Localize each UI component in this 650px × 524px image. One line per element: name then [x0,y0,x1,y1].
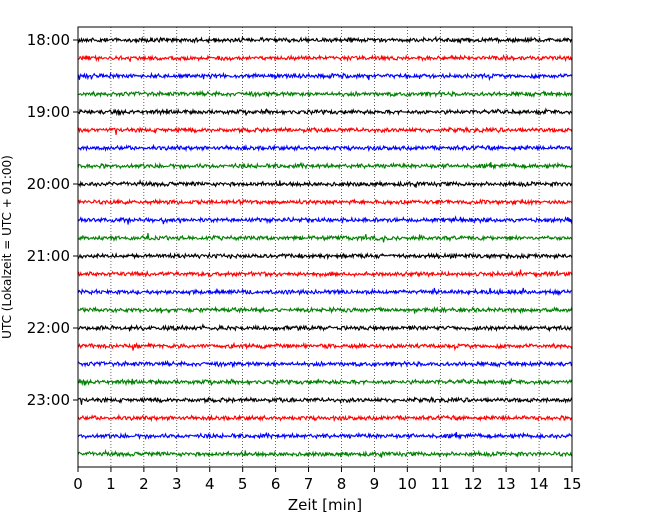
x-tick-label-0: 0 [73,475,83,493]
trace-19:15 [77,126,573,135]
trace-21:30 [77,287,573,297]
x-axis: 0 1 2 3 4 5 6 7 8 9 10 11 12 13 14 15 [73,467,582,493]
x-tick-label-3: 3 [172,475,182,493]
trace-21:45 [77,305,573,315]
x-tick-label-12: 12 [464,475,483,493]
y-tick-label-22:00: 22:00 [27,319,70,337]
plot-frame [77,26,573,468]
x-tick-label-8: 8 [337,475,347,493]
trace-22:45 [77,377,573,387]
y-axis: 18:00 19:00 20:00 21:00 22:00 23:00 [27,31,78,409]
trace-18:45 [77,89,573,99]
y-tick-label-18:00: 18:00 [27,31,70,49]
x-tick-label-5: 5 [238,475,248,493]
trace-18:00 [77,35,573,45]
y-tick-label-19:00: 19:00 [27,103,70,121]
trace-19:00 [77,107,572,117]
y-tick-label-20:00: 20:00 [27,175,70,193]
trace-22:15 [77,341,573,352]
x-tick-label-7: 7 [304,475,314,493]
trace-23:30 [77,431,573,441]
x-tick-label-15: 15 [562,475,581,493]
y-tick-label-23:00: 23:00 [27,391,70,409]
y-axis-label: UTC (Lokalzeit = UTC + 01:00) [0,155,14,339]
x-tick-label-2: 2 [139,475,149,493]
trace-21:15 [77,269,573,279]
x-tick-label-1: 1 [106,475,116,493]
trace-20:15 [77,197,573,207]
x-tick-label-9: 9 [370,475,380,493]
trace-19:30 [77,143,573,153]
trace-22:00 [77,323,573,333]
y-tick-label-21:00: 21:00 [27,247,70,265]
trace-23:45 [77,448,573,458]
trace-20:00 [77,178,573,189]
trace-19:45 [77,161,573,171]
trace-23:00 [77,396,573,405]
trace-23:15 [77,413,573,423]
vertical-grid [110,27,540,467]
x-axis-label: Zeit [min] [288,496,362,514]
seismic-traces [77,35,573,458]
trace-18:15 [77,54,573,63]
trace-21:00 [77,251,573,261]
x-tick-label-11: 11 [431,475,450,493]
trace-20:30 [77,215,573,225]
x-tick-label-6: 6 [271,475,281,493]
x-tick-label-4: 4 [205,475,215,493]
x-tick-label-10: 10 [398,475,417,493]
x-tick-label-14: 14 [530,475,549,493]
trace-22:30 [77,359,573,369]
trace-20:45 [77,232,573,243]
trace-18:30 [77,71,573,82]
x-tick-label-13: 13 [497,475,516,493]
